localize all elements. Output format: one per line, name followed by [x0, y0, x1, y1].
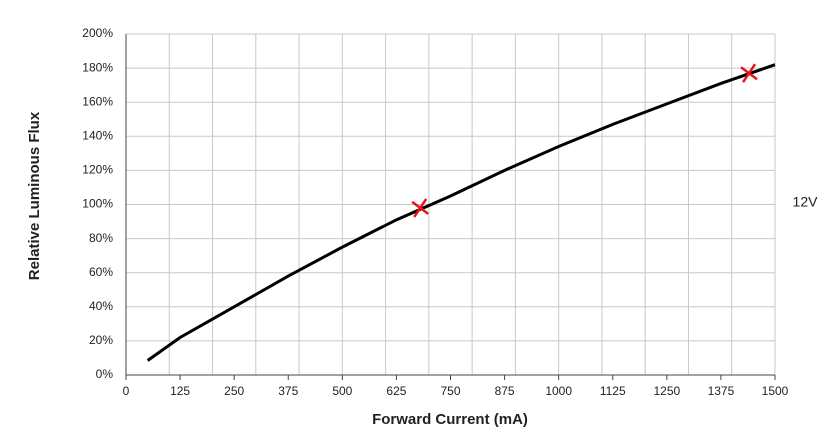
line [146, 63, 776, 362]
y-axis-title: Relative Luminous Flux [26, 111, 43, 280]
y-tick-label: 100% [82, 197, 113, 211]
x-tick-label: 375 [278, 384, 298, 398]
y-tick-label: 20% [89, 333, 113, 347]
x-axis-title: Forward Current (mA) [372, 411, 528, 428]
annotation: 12V [793, 194, 819, 210]
x-tick-label: 500 [332, 384, 352, 398]
y-tick-label: 120% [82, 163, 113, 177]
y-tick-label: 0% [96, 367, 114, 381]
y-tick-label: 40% [89, 299, 113, 313]
x-tick-label: 1000 [545, 384, 572, 398]
y-tick-label: 160% [82, 94, 113, 108]
x-tick-label: 250 [224, 384, 244, 398]
x-tick-label: 125 [170, 384, 190, 398]
x-tick-label: 875 [495, 384, 515, 398]
x-tick-label: 1375 [708, 384, 735, 398]
marker [411, 198, 429, 218]
marker [740, 63, 758, 83]
x-tick-label: 0 [123, 384, 130, 398]
x-tick-label: 1250 [653, 384, 680, 398]
y-tick-label: 180% [82, 60, 113, 74]
x-tick-label: 1125 [600, 384, 626, 398]
x-tick-label: 625 [386, 384, 406, 398]
y-tick-label: 140% [82, 128, 113, 142]
x-tick-label: 1500 [762, 384, 789, 398]
y-tick-label: 200% [82, 26, 113, 40]
y-tick-label: 60% [89, 265, 113, 279]
y-tick-label: 80% [89, 231, 113, 245]
x-tick-label: 750 [440, 384, 460, 398]
